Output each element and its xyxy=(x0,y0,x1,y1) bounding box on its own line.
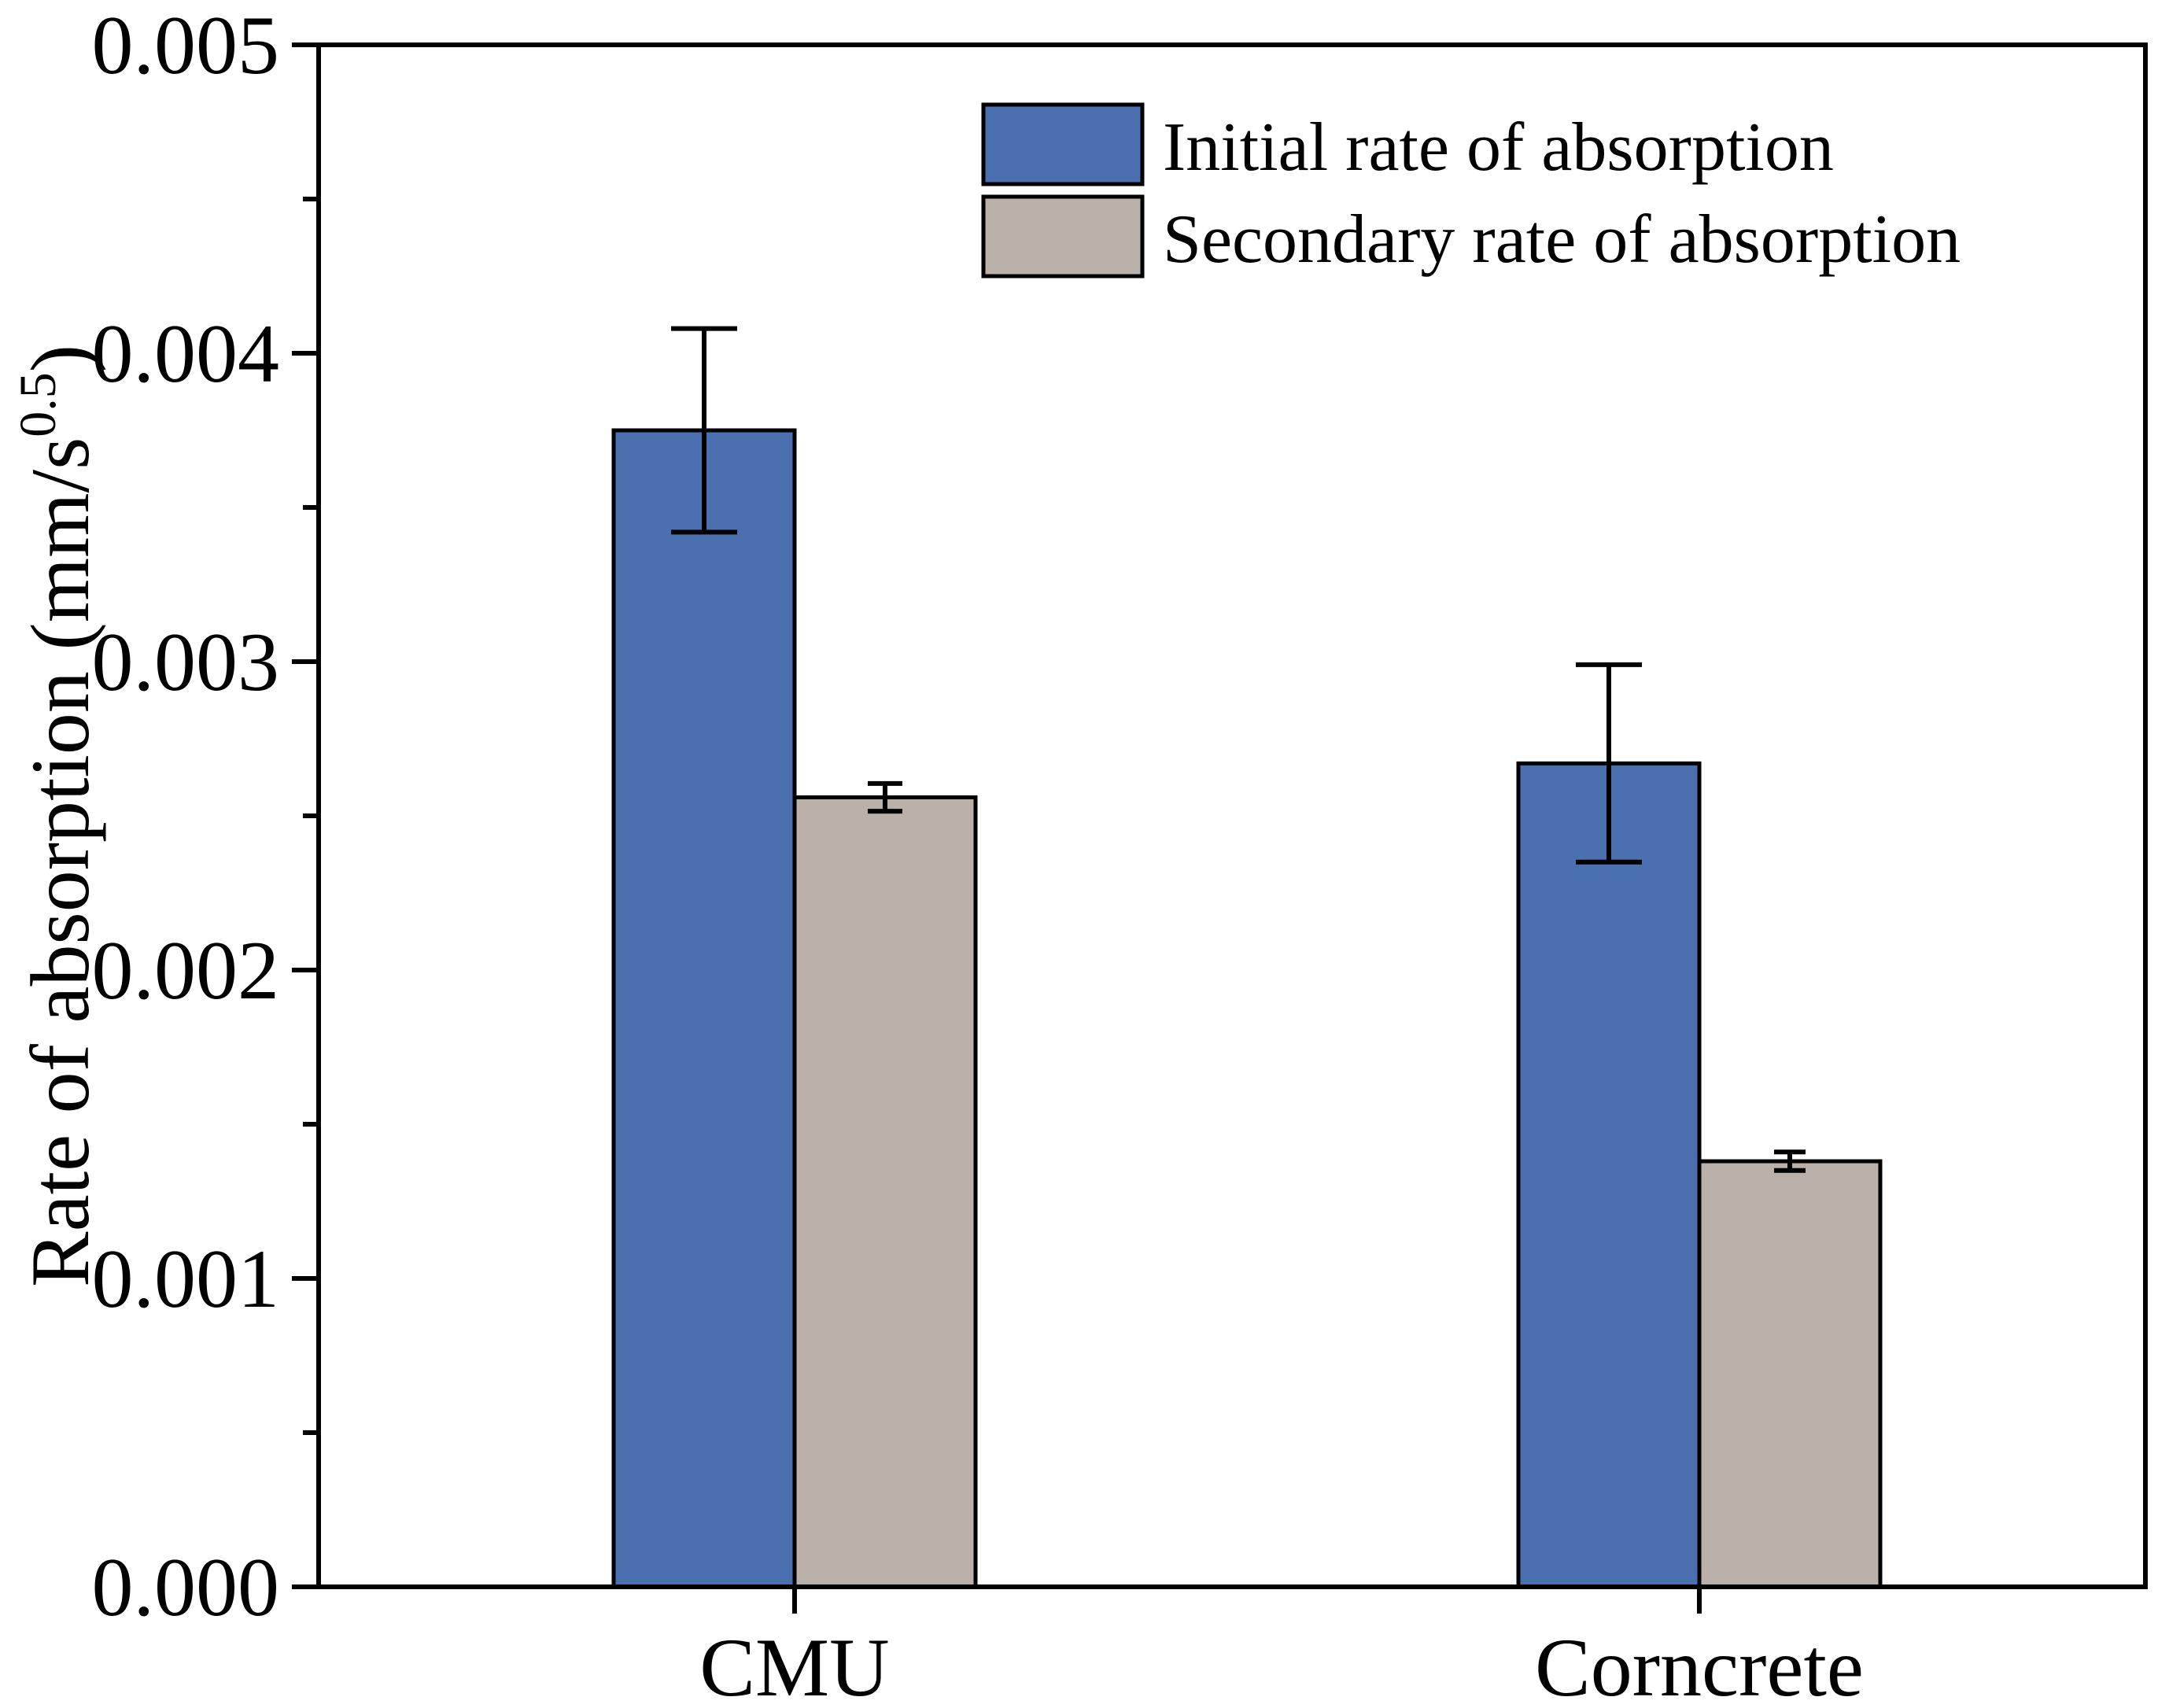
error-bar-corncrete-series-2 xyxy=(1774,1149,1806,1173)
bar-cmu-series-2 xyxy=(792,795,978,1589)
y-tick-label: 0.005 xyxy=(92,0,280,91)
bar-cmu-series-1 xyxy=(611,428,797,1589)
y-tick-label: 0.001 xyxy=(92,1233,280,1325)
y-tick-label: 0.004 xyxy=(92,308,280,400)
y-tick-label: 0.000 xyxy=(92,1541,280,1633)
y-tick-label: 0.002 xyxy=(92,924,280,1016)
y-axis-title-main: Rate of absorption (mm/s xyxy=(14,437,106,1287)
y-tick-label: 0.003 xyxy=(92,616,280,708)
y-axis-title-close: ) xyxy=(14,345,106,372)
x-axis-ticks: CMU Corncrete xyxy=(699,1587,1864,1708)
error-bar-corncrete-series-1 xyxy=(1576,662,1642,865)
error-bars xyxy=(671,326,1806,1173)
legend-swatch-initial xyxy=(981,102,1145,186)
x-tick-label-cmu: CMU xyxy=(699,1621,890,1708)
bars xyxy=(611,428,1883,1589)
y-axis-title-superscript: 0.5 xyxy=(9,372,67,437)
legend-swatch-secondary xyxy=(981,194,1145,279)
legend-label-secondary: Secondary rate of absorption xyxy=(1163,201,1961,278)
error-bar-cmu-series-1 xyxy=(671,326,737,535)
x-tick-label-corncrete: Corncrete xyxy=(1535,1621,1864,1708)
legend: Initial rate of absorption Secondary rat… xyxy=(981,102,1961,279)
bar-corncrete-series-1 xyxy=(1516,761,1702,1589)
y-axis-title: Rate of absorption (mm/s0.5) xyxy=(9,345,106,1287)
error-bar-cmu-series-2 xyxy=(868,780,902,814)
bar-corncrete-series-2 xyxy=(1697,1159,1883,1589)
legend-label-initial: Initial rate of absorption xyxy=(1163,109,1834,186)
y-axis-ticks: 0.000 0.001 0.002 0.003 0.004 0.005 xyxy=(92,0,319,1633)
